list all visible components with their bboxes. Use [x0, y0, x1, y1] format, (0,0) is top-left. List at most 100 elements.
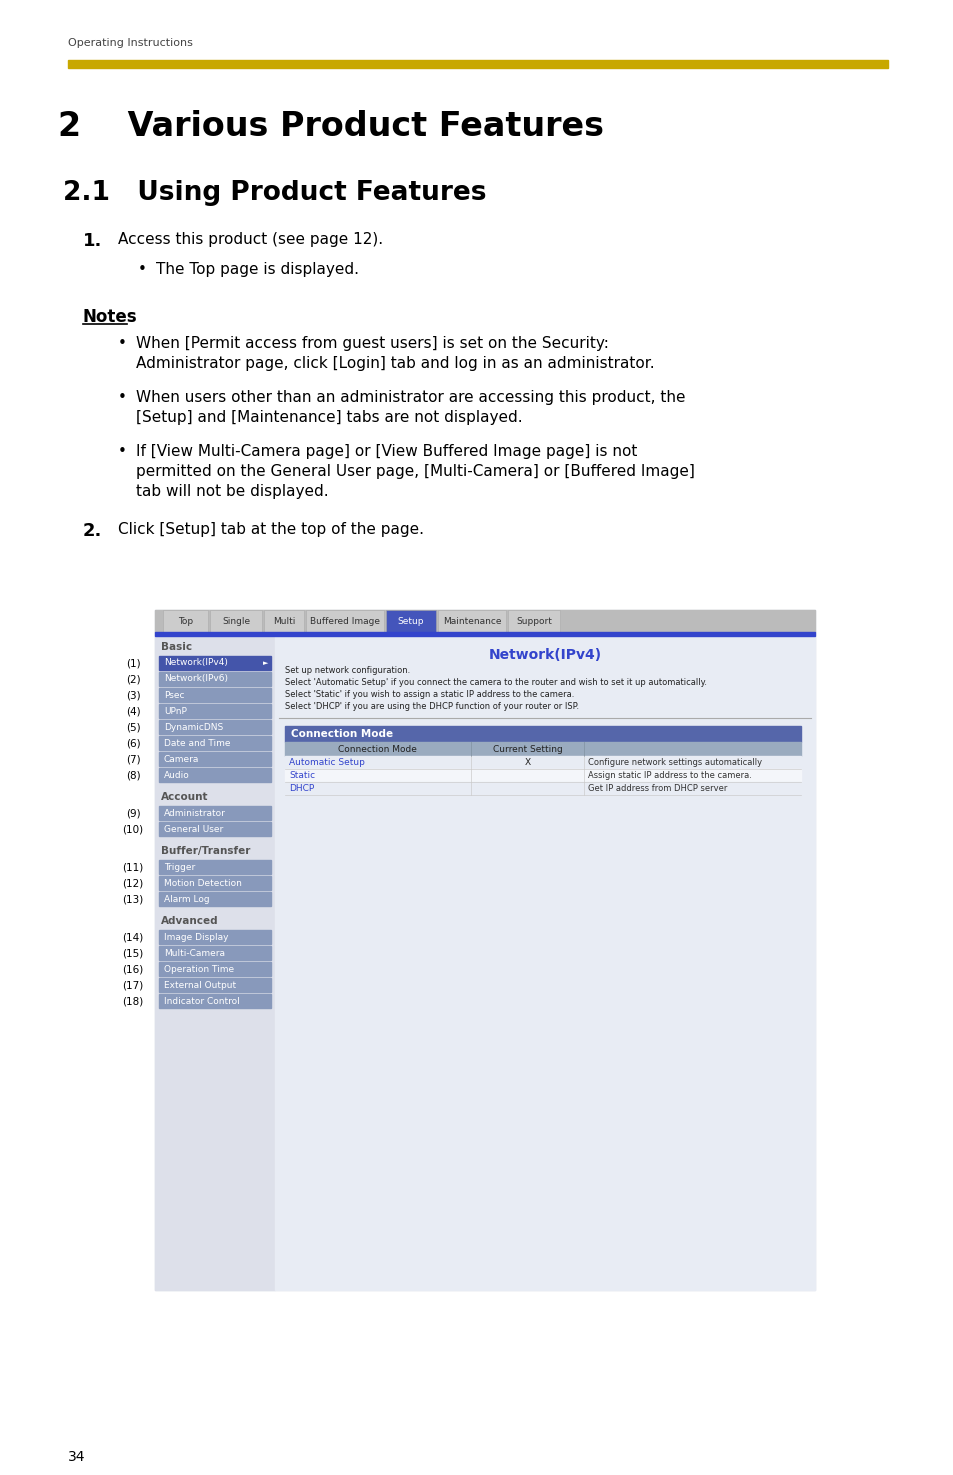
Bar	[159, 805, 271, 820]
Bar	[159, 752, 271, 766]
Text: DHCP: DHCP	[289, 785, 314, 794]
Text: Trigger: Trigger	[164, 863, 195, 872]
Text: When users other than an administrator are accessing this product, the: When users other than an administrator a…	[136, 389, 685, 406]
Text: (2): (2)	[126, 674, 140, 684]
Text: (7): (7)	[126, 754, 140, 764]
Text: [Setup] and [Maintenance] tabs are not displayed.: [Setup] and [Maintenance] tabs are not d…	[136, 410, 522, 425]
Text: Administrator: Administrator	[164, 808, 226, 817]
Text: Network(IPv4): Network(IPv4)	[488, 648, 601, 662]
Text: (4): (4)	[126, 707, 140, 715]
Bar	[285, 726, 801, 742]
Text: Automatic Setup: Automatic Setup	[289, 758, 364, 767]
Text: Setup: Setup	[397, 617, 424, 625]
Text: Operation Time: Operation Time	[164, 965, 233, 974]
Text: (18): (18)	[122, 996, 144, 1006]
Text: Motion Detection: Motion Detection	[164, 879, 242, 888]
Text: Configure network settings automatically: Configure network settings automatically	[588, 758, 761, 767]
Text: Connection Mode: Connection Mode	[291, 729, 393, 739]
Text: Get IP address from DHCP server: Get IP address from DHCP server	[588, 785, 727, 794]
Text: •: •	[138, 263, 147, 277]
Text: Alarm Log: Alarm Log	[164, 894, 210, 904]
Text: Advanced: Advanced	[161, 916, 218, 926]
Text: (10): (10)	[122, 825, 143, 833]
Bar	[285, 757, 801, 768]
Bar	[159, 931, 271, 944]
Bar	[159, 687, 271, 702]
Text: DynamicDNS: DynamicDNS	[164, 723, 223, 732]
Text: The Top page is displayed.: The Top page is displayed.	[156, 263, 358, 277]
Text: Network(IPv6): Network(IPv6)	[164, 674, 228, 683]
Text: UPnP: UPnP	[164, 707, 187, 715]
Text: Network(IPv4): Network(IPv4)	[164, 658, 228, 668]
Bar	[159, 945, 271, 960]
Text: (9): (9)	[126, 808, 140, 819]
Text: tab will not be displayed.: tab will not be displayed.	[136, 484, 328, 499]
Text: 2.: 2.	[83, 522, 102, 540]
Text: Buffer/Transfer: Buffer/Transfer	[161, 847, 250, 856]
Bar	[159, 892, 271, 906]
Bar	[285, 742, 801, 757]
Bar	[159, 994, 271, 1007]
Text: Single: Single	[222, 617, 250, 625]
Text: 34: 34	[68, 1450, 86, 1465]
Text: Psec: Psec	[164, 690, 184, 699]
Bar	[159, 876, 271, 889]
Text: Notes: Notes	[83, 308, 137, 326]
Text: Camera: Camera	[164, 755, 199, 764]
Bar	[154, 611, 814, 631]
Bar	[159, 704, 271, 718]
Text: When [Permit access from guest users] is set on the Security:: When [Permit access from guest users] is…	[136, 336, 608, 351]
Bar	[154, 631, 814, 636]
Text: (12): (12)	[122, 878, 144, 888]
Bar	[159, 656, 271, 670]
Bar	[154, 636, 274, 1291]
Text: Access this product (see page 12).: Access this product (see page 12).	[118, 232, 383, 246]
Text: (1): (1)	[126, 658, 140, 668]
Text: 1.: 1.	[83, 232, 102, 249]
Text: Account: Account	[161, 792, 209, 802]
Bar	[159, 822, 271, 836]
Bar	[163, 611, 208, 631]
Bar	[210, 611, 262, 631]
Bar	[437, 611, 505, 631]
Text: Set up network configuration.: Set up network configuration.	[285, 667, 410, 676]
Bar	[159, 768, 271, 782]
Text: Maintenance: Maintenance	[442, 617, 500, 625]
Text: Buffered Image: Buffered Image	[310, 617, 379, 625]
Text: If [View Multi-Camera page] or [View Buffered Image page] is not: If [View Multi-Camera page] or [View Buf…	[136, 444, 637, 459]
Text: General User: General User	[164, 825, 223, 833]
Text: External Output: External Output	[164, 981, 236, 990]
Text: •: •	[118, 336, 127, 351]
Text: Date and Time: Date and Time	[164, 739, 231, 748]
Text: 2.1   Using Product Features: 2.1 Using Product Features	[63, 180, 486, 206]
Text: •: •	[118, 389, 127, 406]
Text: (8): (8)	[126, 770, 140, 780]
Text: Support: Support	[516, 617, 552, 625]
Bar	[386, 611, 436, 631]
Text: (11): (11)	[122, 861, 144, 872]
Bar	[154, 611, 814, 1291]
Bar	[159, 962, 271, 976]
Text: (15): (15)	[122, 948, 144, 957]
Bar	[159, 673, 271, 686]
Text: Connection Mode: Connection Mode	[338, 745, 416, 754]
Text: Select 'Static' if you wish to assign a static IP address to the camera.: Select 'Static' if you wish to assign a …	[285, 690, 574, 699]
Text: Click [Setup] tab at the top of the page.: Click [Setup] tab at the top of the page…	[118, 522, 423, 537]
Text: ►: ►	[263, 659, 268, 667]
Text: Administrator page, click [Login] tab and log in as an administrator.: Administrator page, click [Login] tab an…	[136, 355, 654, 372]
Text: X: X	[524, 758, 530, 767]
Text: (6): (6)	[126, 738, 140, 748]
Bar	[285, 768, 801, 782]
Bar	[264, 611, 304, 631]
Text: Assign static IP address to the camera.: Assign static IP address to the camera.	[588, 771, 751, 780]
Text: Multi: Multi	[273, 617, 294, 625]
Bar	[507, 611, 559, 631]
Text: Multi-Camera: Multi-Camera	[164, 948, 225, 957]
Bar	[285, 782, 801, 795]
Text: Audio: Audio	[164, 770, 190, 779]
Text: (13): (13)	[122, 894, 144, 904]
Bar	[159, 720, 271, 735]
Bar	[159, 978, 271, 993]
Text: 2    Various Product Features: 2 Various Product Features	[58, 111, 603, 143]
Text: Select 'Automatic Setup' if you connect the camera to the router and wish to set: Select 'Automatic Setup' if you connect …	[285, 678, 706, 687]
